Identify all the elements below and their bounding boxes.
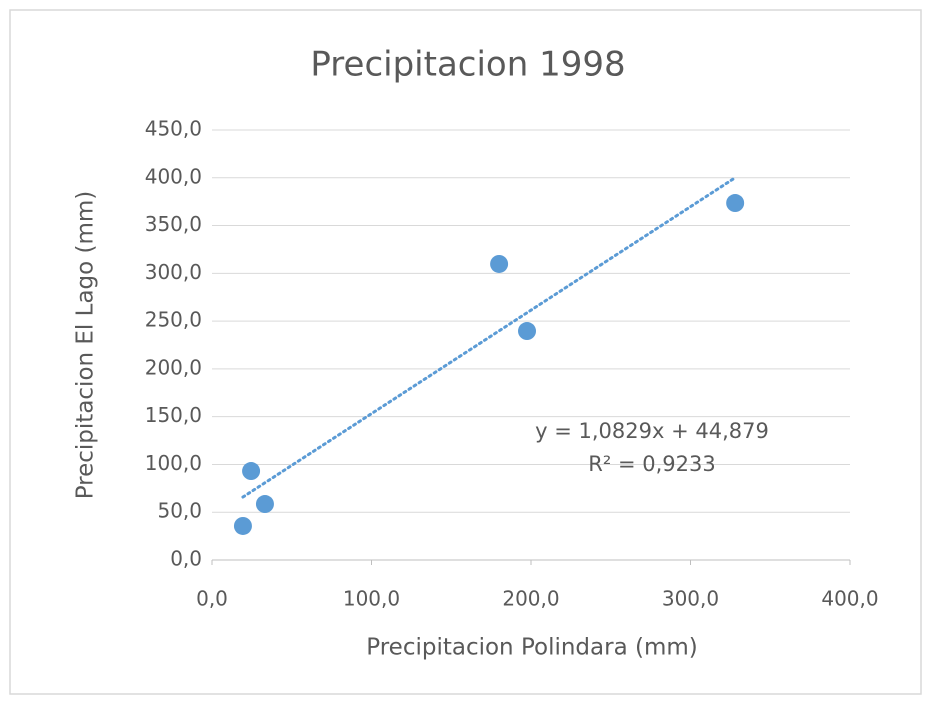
x-axis-label: Precipitacion Polindara (mm) — [366, 635, 698, 661]
y-tick-label: 450,0 — [145, 117, 202, 141]
y-axis-label: Precipitacion El Lago (mm) — [73, 191, 99, 500]
y-tick-label: 100,0 — [145, 451, 202, 475]
x-tick-label: 100,0 — [343, 587, 400, 611]
x-tick-label: 400,0 — [821, 587, 878, 611]
trendline-equation: y = 1,0829x + 44,879 — [535, 419, 769, 443]
point — [242, 462, 261, 481]
point — [233, 516, 252, 535]
y-tick-label: 0,0 — [170, 547, 202, 571]
point — [255, 495, 274, 514]
x-tick-label: 300,0 — [662, 587, 719, 611]
y-tick-label: 50,0 — [157, 499, 202, 523]
y-tick-label: 300,0 — [145, 260, 202, 284]
y-tick-label: 250,0 — [145, 308, 202, 332]
point — [726, 194, 745, 213]
point — [518, 322, 537, 341]
x-tick-label: 200,0 — [502, 587, 559, 611]
y-tick-label: 400,0 — [145, 164, 202, 188]
y-tick-label: 150,0 — [145, 403, 202, 427]
x-tick-label: 0,0 — [196, 587, 228, 611]
chart-title: Precipitacion 1998 — [310, 45, 625, 85]
trendline-r2: R² = 0,9233 — [588, 452, 715, 476]
point — [490, 254, 509, 273]
y-tick-label: 200,0 — [145, 355, 202, 379]
trendline — [241, 176, 737, 499]
y-tick-label: 350,0 — [145, 212, 202, 236]
